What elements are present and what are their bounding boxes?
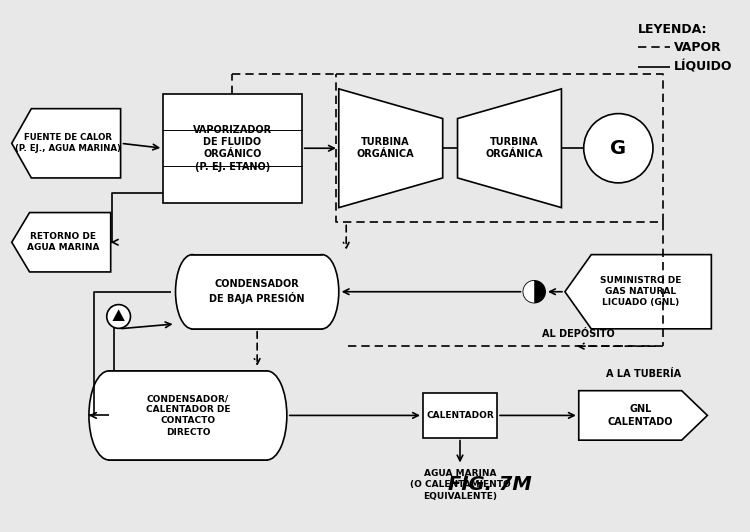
Text: FUENTE DE CALOR
(P. EJ., AGUA MARINA): FUENTE DE CALOR (P. EJ., AGUA MARINA) — [15, 133, 121, 153]
Polygon shape — [12, 213, 111, 272]
Bar — [109, 371, 267, 460]
Polygon shape — [565, 255, 711, 329]
Text: VAPOR: VAPOR — [674, 41, 722, 54]
Text: GNL
CALENTADO: GNL CALENTADO — [608, 404, 674, 427]
Bar — [164, 94, 302, 203]
Text: CONDENSADOR
DE BAJA PRESIÓN: CONDENSADOR DE BAJA PRESIÓN — [209, 279, 305, 304]
Text: A LA TUBERÍA: A LA TUBERÍA — [605, 369, 681, 379]
Polygon shape — [458, 89, 562, 207]
Circle shape — [106, 305, 130, 328]
Text: AGUA MARINA
(O CALENTAMIENTO
EQUIVALENTE): AGUA MARINA (O CALENTAMIENTO EQUIVALENTE… — [410, 469, 511, 501]
Ellipse shape — [305, 255, 339, 329]
Polygon shape — [339, 89, 442, 207]
Bar — [192, 255, 322, 329]
Wedge shape — [524, 281, 534, 303]
Text: TURBINA
ORGÁNICA: TURBINA ORGÁNICA — [486, 137, 544, 160]
Ellipse shape — [176, 255, 209, 329]
Text: VAPORIZADOR
DE FLUIDO
ORGÁNICO
(P. EJ. ETANO): VAPORIZADOR DE FLUIDO ORGÁNICO (P. EJ. E… — [193, 124, 272, 172]
Text: LÍQUIDO: LÍQUIDO — [674, 61, 732, 73]
Circle shape — [524, 281, 545, 303]
Polygon shape — [12, 109, 121, 178]
Circle shape — [584, 114, 653, 183]
Polygon shape — [112, 309, 125, 321]
Text: G: G — [610, 139, 626, 158]
Ellipse shape — [89, 371, 129, 460]
Polygon shape — [579, 390, 707, 440]
Text: FIG. 7M: FIG. 7M — [448, 475, 532, 494]
Text: LEYENDA:: LEYENDA: — [638, 23, 708, 36]
Text: CALENTADOR: CALENTADOR — [426, 411, 494, 420]
Text: SUMINISTRO DE
GAS NATURAL
LICUADO (GNL): SUMINISTRO DE GAS NATURAL LICUADO (GNL) — [600, 276, 682, 307]
Bar — [192, 255, 322, 329]
Text: AL DEPÓSITO: AL DEPÓSITO — [542, 329, 615, 339]
Text: RETORNO DE
AGUA MARINA: RETORNO DE AGUA MARINA — [27, 232, 99, 252]
Bar — [423, 393, 497, 438]
Text: CONDENSADOR/
CALENTADOR DE
CONTACTO
DIRECTO: CONDENSADOR/ CALENTADOR DE CONTACTO DIRE… — [146, 394, 230, 437]
Text: TURBINA
ORGÁNICA: TURBINA ORGÁNICA — [357, 137, 414, 160]
Ellipse shape — [247, 371, 286, 460]
Bar — [109, 371, 267, 460]
